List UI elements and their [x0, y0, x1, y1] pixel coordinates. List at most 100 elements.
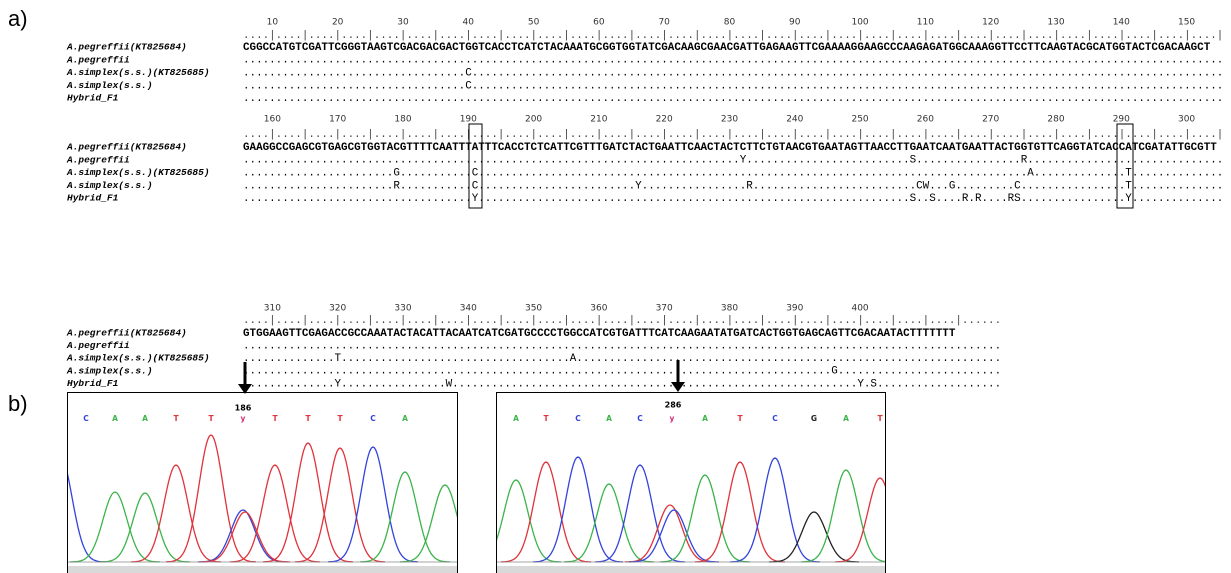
- sequence-name: A.simplex(s.s.)(KT825685): [66, 67, 210, 78]
- sequence: ..................................C.....…: [243, 67, 1223, 79]
- sequence-name: Hybrid_F1: [67, 93, 118, 104]
- sequence-name: A.pegreffii: [66, 340, 130, 351]
- ruler-number: 290: [1113, 115, 1130, 125]
- alignment: 10 20 30 40 50 60 70 80 90 100 110 120 130 140 150....…: [66, 18, 1223, 391]
- ruler-number: 230: [721, 115, 738, 125]
- base-call: A: [702, 414, 708, 423]
- ruler-number: 240: [786, 115, 803, 125]
- ruler-number: 120: [982, 18, 999, 28]
- ruler-number: 350: [525, 304, 542, 314]
- chromatogram-panel: [15, 362, 490, 573]
- ruler-number: 190: [460, 115, 477, 125]
- sequence: ...................................Y....…: [243, 193, 1223, 205]
- ruler-number: 100: [851, 18, 868, 28]
- scroll-strip: [68, 566, 457, 573]
- ruler-number: 20: [332, 18, 344, 28]
- base-call: C: [83, 414, 89, 423]
- ruler-number: 270: [982, 115, 999, 125]
- base-call: T: [877, 414, 883, 423]
- sequence: .......................G...........C....…: [243, 167, 1223, 179]
- base-call: T: [173, 414, 179, 423]
- sequence: ........................................…: [243, 366, 1001, 378]
- ruler-number: 70: [658, 18, 670, 28]
- base-call: C: [637, 414, 643, 423]
- sequence: GAAGGCCGAGCGTGAGCGTGGTACGTTTTCAATTTATTTC…: [243, 142, 1217, 154]
- sequence-name: A.simplex(s.s.): [66, 80, 153, 91]
- panel-label: a): [8, 6, 28, 31]
- base-call: C: [772, 414, 778, 423]
- ruler-number: 80: [724, 18, 736, 28]
- ruler-number: 380: [721, 304, 738, 314]
- ruler-number: 110: [917, 18, 934, 28]
- sequence: ..............T.........................…: [243, 353, 1001, 365]
- ruler-number: 50: [528, 18, 540, 28]
- sequence: GTGGAAGTTCGAGACCGCCAAATACTACATTACAATCATC…: [243, 328, 956, 340]
- scroll-strip: [497, 566, 885, 573]
- ruler-number: 260: [917, 115, 934, 125]
- sequence: ........................................…: [243, 93, 1223, 105]
- position-label: 286: [665, 401, 682, 410]
- sequence: ........................................…: [243, 340, 1001, 352]
- base-call: T: [543, 414, 549, 423]
- sequence: ........................................…: [243, 55, 1223, 67]
- ruler-number: 150: [1178, 18, 1195, 28]
- position-label: 186: [235, 404, 252, 413]
- sequence-name: A.pegreffii: [66, 154, 130, 165]
- sequence-name: A.pegreffii(KT825684): [66, 142, 187, 153]
- sequence-name: A.simplex(s.s.): [66, 180, 153, 191]
- ruler-number: 180: [394, 115, 411, 125]
- base-call: A: [513, 414, 519, 423]
- sequence-name: A.simplex(s.s.): [66, 365, 153, 376]
- ruler-number: 340: [460, 304, 477, 314]
- ruler-number: 160: [264, 115, 281, 125]
- base-call: y: [670, 414, 675, 423]
- base-call: C: [575, 414, 581, 423]
- ruler: ....|....|....|....|....|....|....|....|…: [243, 30, 1223, 42]
- ruler-number: 140: [1113, 18, 1130, 28]
- ruler-number: 200: [525, 115, 542, 125]
- ruler-number: 90: [789, 18, 801, 28]
- base-call: A: [142, 414, 148, 423]
- ruler-number: 170: [329, 115, 346, 125]
- ruler-number: 250: [851, 115, 868, 125]
- sequence-name: A.pegreffii(KT825684): [66, 328, 187, 339]
- sequence-name: A.pegreffii(KT825684): [66, 42, 187, 53]
- ruler-number: 30: [397, 18, 409, 28]
- sequence: .......................R...........C....…: [243, 180, 1223, 192]
- ruler-number: 280: [1047, 115, 1064, 125]
- sequence: ..................................C.....…: [243, 80, 1223, 92]
- ruler-number: 40: [463, 18, 475, 28]
- base-call: G: [811, 414, 817, 423]
- ruler: ....|....|....|....|....|....|....|....|…: [243, 315, 1001, 327]
- ruler-number: 310: [264, 304, 281, 314]
- ruler-number: 220: [656, 115, 673, 125]
- ruler-number: 300: [1178, 115, 1195, 125]
- ruler-number: 330: [394, 304, 411, 314]
- sequence-name: Hybrid_F1: [67, 378, 118, 389]
- figure: a) b) 1020304050607080901001101201301401…: [0, 0, 1231, 573]
- base-call: A: [112, 414, 118, 423]
- base-call: y: [241, 414, 246, 423]
- base-call: C: [370, 414, 376, 423]
- ruler-number: 130: [1047, 18, 1064, 28]
- chromatogram-panel: [471, 360, 925, 573]
- base-call: T: [305, 414, 311, 423]
- panel-label: b): [8, 391, 28, 416]
- base-call: T: [737, 414, 743, 423]
- sequence-name: A.pegreffii: [66, 54, 130, 65]
- ruler-number: 360: [590, 304, 607, 314]
- ruler-number: 60: [593, 18, 605, 28]
- ruler-number: 320: [329, 304, 346, 314]
- sequence-name: A.simplex(s.s.)(KT825685): [66, 167, 210, 178]
- base-call: T: [208, 414, 214, 423]
- base-call: T: [272, 414, 278, 423]
- ruler-number: 400: [851, 304, 868, 314]
- sequence-name: Hybrid_F1: [67, 193, 118, 204]
- ruler-number: 10: [267, 18, 279, 28]
- ruler-number: 390: [786, 304, 803, 314]
- sequence: CGGCCATGTCGATTCGGGTAAGTCGACGACGACTGGTCAC…: [243, 42, 1211, 54]
- base-call: A: [606, 414, 612, 423]
- ruler-number: 370: [656, 304, 673, 314]
- ruler: ....|....|....|....|....|....|....|....|…: [243, 129, 1223, 141]
- ruler-number: 210: [590, 115, 607, 125]
